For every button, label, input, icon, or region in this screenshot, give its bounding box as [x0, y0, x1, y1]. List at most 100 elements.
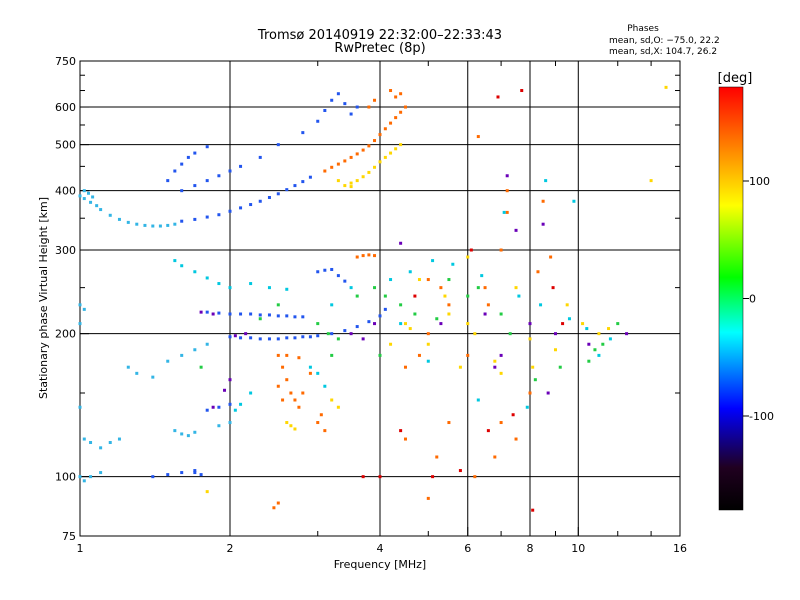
- data-point: [394, 147, 398, 151]
- data-point: [505, 189, 509, 193]
- data-point: [308, 175, 312, 179]
- data-point: [285, 353, 289, 357]
- data-point: [541, 199, 545, 203]
- data-point: [285, 336, 289, 340]
- data-point: [205, 408, 209, 412]
- data-point: [394, 116, 398, 120]
- data-point: [308, 365, 312, 369]
- data-point: [193, 430, 197, 434]
- data-point: [367, 253, 371, 257]
- data-point: [267, 195, 271, 199]
- data-point: [373, 165, 377, 169]
- data-point: [473, 475, 477, 479]
- data-point: [499, 353, 503, 357]
- data-point: [447, 421, 451, 425]
- data-point: [476, 135, 480, 139]
- data-point: [86, 191, 90, 195]
- data-point: [499, 421, 503, 425]
- data-point: [249, 282, 253, 286]
- data-point: [323, 268, 327, 272]
- data-point: [361, 175, 365, 179]
- data-point: [233, 334, 237, 338]
- data-points: [78, 85, 668, 512]
- data-point: [408, 270, 412, 274]
- data-point: [435, 455, 439, 459]
- data-point: [173, 259, 177, 263]
- data-point: [166, 359, 170, 363]
- data-point: [486, 303, 490, 307]
- data-point: [355, 152, 359, 156]
- data-point: [166, 223, 170, 227]
- data-point: [82, 307, 86, 311]
- data-point: [117, 437, 121, 441]
- data-point: [316, 119, 320, 123]
- data-point: [499, 371, 503, 375]
- data-point: [239, 402, 243, 406]
- data-point: [193, 217, 197, 221]
- data-point: [89, 475, 93, 479]
- data-point: [417, 353, 421, 357]
- data-point: [199, 473, 203, 477]
- data-point: [82, 189, 86, 193]
- data-point: [601, 342, 605, 346]
- data-point: [546, 391, 550, 395]
- data-point: [293, 315, 297, 319]
- data-point: [193, 151, 197, 155]
- data-point: [558, 365, 562, 369]
- data-point: [205, 342, 209, 346]
- data-point: [616, 322, 620, 326]
- data-point: [544, 179, 548, 183]
- data-point: [417, 278, 421, 282]
- data-point: [186, 155, 190, 159]
- data-point: [367, 105, 371, 109]
- data-point: [389, 278, 393, 282]
- colorbar: [718, 86, 744, 511]
- data-point: [173, 169, 177, 173]
- x-tick-label: 1: [77, 542, 84, 555]
- data-point: [413, 294, 417, 298]
- data-point: [285, 188, 289, 192]
- data-point: [378, 314, 382, 318]
- data-point: [330, 398, 334, 402]
- data-point: [276, 353, 280, 357]
- data-point: [285, 378, 289, 382]
- data-point: [514, 286, 518, 290]
- data-point: [367, 320, 371, 324]
- data-point: [565, 303, 569, 307]
- data-point: [373, 98, 377, 102]
- data-point: [355, 179, 359, 183]
- data-point: [267, 337, 271, 341]
- data-point: [135, 371, 139, 375]
- data-point: [343, 184, 347, 188]
- data-point: [199, 365, 203, 369]
- data-point: [336, 179, 340, 183]
- data-point: [597, 353, 601, 357]
- data-point: [239, 336, 243, 340]
- data-point: [505, 174, 509, 178]
- data-point: [205, 145, 209, 149]
- data-point: [493, 455, 497, 459]
- data-point: [316, 270, 320, 274]
- data-point: [493, 359, 497, 363]
- data-point: [151, 375, 155, 379]
- data-point: [399, 92, 403, 96]
- data-point: [244, 332, 248, 336]
- data-point: [297, 356, 301, 360]
- data-point: [426, 496, 430, 500]
- data-point: [78, 194, 82, 198]
- data-point: [211, 312, 215, 316]
- data-point: [447, 278, 451, 282]
- data-point: [399, 143, 403, 147]
- data-point: [166, 179, 170, 183]
- data-point: [413, 312, 417, 316]
- x-tick-label: 16: [673, 542, 687, 555]
- data-point: [95, 204, 99, 208]
- data-point: [108, 441, 112, 445]
- data-point: [82, 437, 86, 441]
- colorbar-tick-label: 100: [749, 175, 770, 188]
- data-point: [525, 405, 529, 409]
- data-point: [193, 184, 197, 188]
- data-point: [316, 421, 320, 425]
- data-point: [336, 92, 340, 96]
- colorbar-tick-label: 0: [749, 293, 756, 306]
